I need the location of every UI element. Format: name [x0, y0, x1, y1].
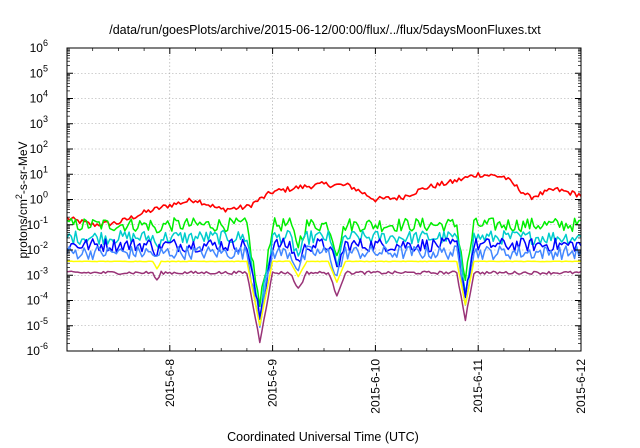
x-tick-label: 2015-6-8	[163, 359, 177, 407]
x-tick-label: 2015-6-12	[574, 359, 588, 414]
y-tick-label: 10-1	[27, 215, 48, 232]
x-tick-label: 2015-6-10	[368, 359, 382, 414]
y-tick-label: 100	[30, 190, 48, 207]
y-tick-label: 10-5	[27, 316, 48, 333]
series-line-3	[66, 229, 582, 319]
y-tick-label: 10-3	[27, 265, 48, 282]
series-line-5	[66, 245, 582, 328]
chart-title: /data/run/goesPlots/archive/2015-06-12/0…	[109, 23, 541, 37]
y-tick-label: 101	[30, 164, 48, 181]
y-axis-label: protons/cm2-s-sr-MeV	[14, 141, 30, 258]
y-tick-label: 10-2	[27, 240, 48, 257]
y-tick-label: 106	[30, 38, 48, 55]
series-line-1	[66, 172, 582, 228]
y-tick-label: 105	[30, 63, 48, 80]
x-axis-label: Coordinated Universal Time (UTC)	[227, 430, 419, 444]
series-line-7	[66, 270, 582, 344]
y-tick-label: 10-6	[27, 341, 48, 358]
y-tick-label: 103	[30, 114, 48, 131]
y-tick-label: 104	[30, 89, 48, 106]
y-tick-label: 10-4	[27, 291, 48, 308]
y-tick-label: 102	[30, 139, 48, 156]
series-line-2	[66, 217, 582, 308]
series-line-6	[66, 260, 582, 327]
x-tick-label: 2015-6-9	[266, 359, 280, 407]
x-tick-label: 2015-6-11	[471, 359, 485, 413]
